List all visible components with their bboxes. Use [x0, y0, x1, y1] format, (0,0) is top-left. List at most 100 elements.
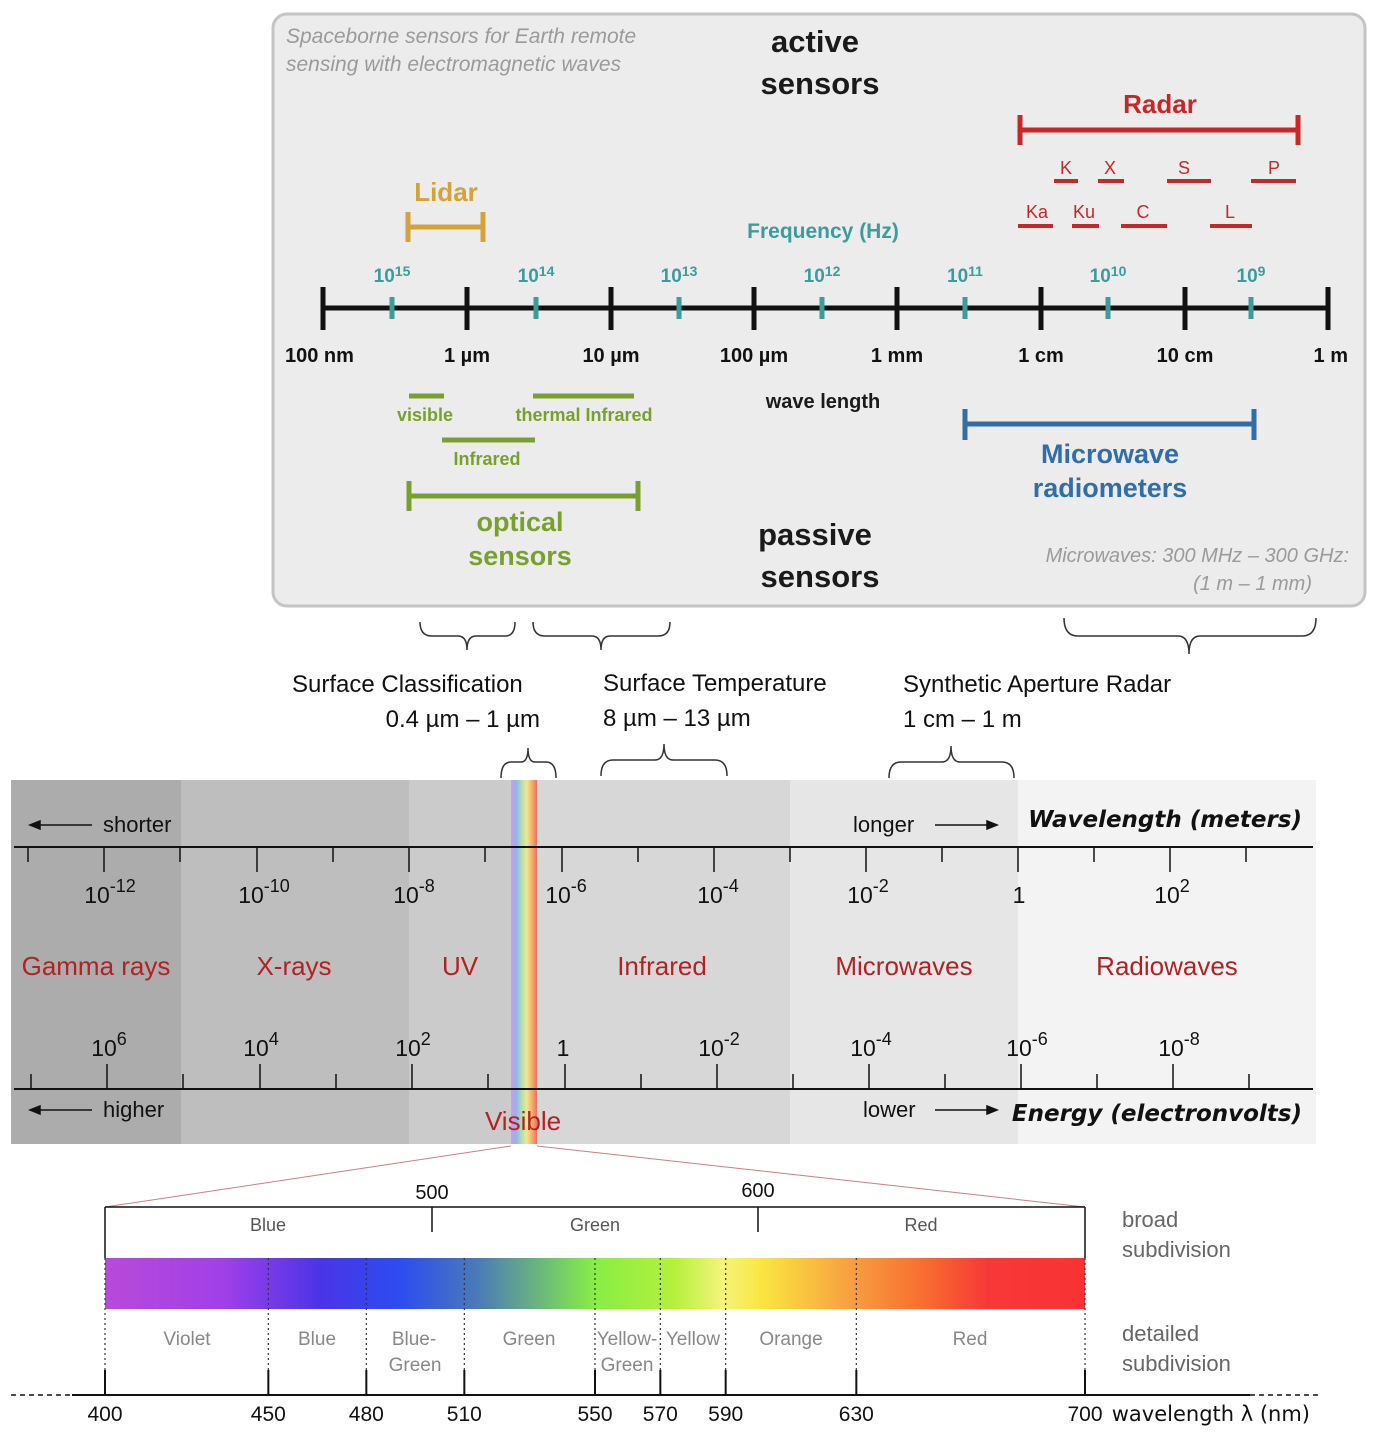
frequency-ticks	[389, 297, 1254, 319]
microwave-radiometers-line2: radiometers	[1033, 473, 1188, 503]
zoom-line-left	[104, 1145, 512, 1208]
em-wavelength-tick-label-exponent: -8	[419, 876, 435, 896]
em-energy-tick-label-exponent: -4	[876, 1029, 892, 1049]
nm-tick-label: 550	[577, 1403, 612, 1426]
detailed-violet: Violet	[163, 1329, 211, 1350]
em-energy-tick-label-exponent: -8	[1184, 1029, 1200, 1049]
broad-frame	[104, 1206, 1086, 1258]
visible-subband-label: visible	[397, 405, 453, 425]
em-wavelength-tick-label-exponent: -4	[723, 876, 739, 896]
energy-axis-label: Energy (electronvolts)	[1012, 1101, 1302, 1127]
microwaves-note-line2: (1 m – 1 mm)	[1193, 573, 1312, 595]
band-label-radiowaves: Radiowaves	[1096, 951, 1238, 981]
wavelength-tick-label: 10 cm	[1157, 345, 1214, 367]
em-energy-tick-label-base: 10	[395, 1035, 421, 1061]
wavelength-tick-label: 100 nm	[285, 345, 354, 367]
top-tick-600: 600	[741, 1180, 774, 1202]
em-energy-tick-label-base: 10	[243, 1035, 269, 1061]
broad-subdivision-line2: subdivision	[1122, 1237, 1231, 1262]
frequency-tick-label: 1010	[1090, 263, 1127, 287]
wavelength-tick-label: 1 m	[1314, 345, 1348, 367]
radar-band-bars	[1018, 179, 1296, 228]
em-spectrum-band: shorter longer higher lower Wavelength (…	[11, 780, 1316, 1144]
band-label-uv: UV	[442, 951, 479, 981]
em-energy-tick-label: 10-4	[850, 1029, 892, 1061]
nm-tick-label: 590	[708, 1403, 743, 1426]
optical-subband-bars	[409, 393, 634, 443]
nm-tick-labels: 400 450 480 510 550 570 590 630 700	[87, 1403, 1102, 1426]
application-range-surface-classification: 0.4 µm – 1 µm	[386, 706, 540, 733]
em-energy-tick-label-base: 1	[557, 1035, 570, 1061]
brace-surface-temperature-top	[532, 621, 671, 651]
frequency-tick-label: 1012	[804, 263, 841, 287]
radar-band-ku: Ku	[1073, 202, 1095, 222]
em-energy-tick-label: 10-6	[1006, 1029, 1048, 1061]
em-energy-tick-label: 10-2	[698, 1029, 740, 1061]
nm-tick-label: 480	[349, 1403, 384, 1426]
broad-green: Green	[570, 1215, 620, 1235]
frequency-tick-base: 10	[1090, 266, 1111, 287]
radar-band-l: L	[1225, 202, 1235, 222]
em-wavelength-tick-labels: 10-12 10-10 10-8 10-6 10-4 10-2 1 102	[84, 876, 1190, 908]
em-energy-tick-label-exponent: -6	[1032, 1029, 1048, 1049]
em-wavelength-tick-label-exponent: -6	[571, 876, 587, 896]
frequency-tick-exponent: 12	[825, 263, 841, 279]
frequency-tick-base: 10	[661, 266, 682, 287]
radar-band-c: C	[1137, 202, 1150, 222]
broad-subdivision-line1: broad	[1122, 1207, 1178, 1232]
band-label-gamma-rays: Gamma rays	[22, 951, 171, 981]
detailed-subdivision-line1: detailed	[1122, 1321, 1199, 1346]
wavelength-tick-label: 1 µm	[444, 345, 490, 367]
nm-tick-label: 400	[87, 1403, 122, 1426]
frequency-tick-label: 1011	[947, 263, 983, 287]
detailed-yellow-green-line2: Green	[601, 1355, 654, 1376]
wavelength-label: wave length	[765, 391, 880, 413]
frequency-tick-base: 10	[518, 266, 539, 287]
application-braces	[419, 617, 1317, 779]
em-energy-tick-label: 102	[395, 1029, 431, 1061]
radar-label: Radar	[1123, 89, 1197, 119]
em-energy-tick-label-exponent: 6	[117, 1029, 127, 1049]
frequency-tick-labels: 1015 1014 1013 1012 1011 1010 109	[374, 263, 1266, 287]
frequency-tick-exponent: 15	[395, 263, 411, 279]
em-energy-tick-label-base: 10	[1006, 1035, 1032, 1061]
panel-caption-line2: sensing with electromagnetic waves	[286, 53, 621, 76]
frequency-tick-label: 1014	[518, 263, 555, 287]
region-x-rays	[181, 780, 409, 1144]
broad-blue: Blue	[250, 1215, 286, 1235]
detailed-yellow: Yellow	[666, 1329, 721, 1350]
panel-caption-line1: Spaceborne sensors for Earth remote	[286, 25, 636, 48]
frequency-label: Frequency (Hz)	[747, 220, 899, 243]
detailed-dividers	[104, 1258, 1086, 1390]
em-energy-tick-labels: 106 104 102 1 10-2 10-4 10-6 10-8	[91, 1029, 1200, 1061]
lidar-label: Lidar	[414, 177, 478, 207]
em-energy-tick-label: 10-8	[1158, 1029, 1200, 1061]
em-energy-tick-label-base: 10	[698, 1035, 724, 1061]
em-energy-tick-label-base: 10	[91, 1035, 117, 1061]
wavelength-tick-labels: 100 nm 1 µm 10 µm 100 µm 1 mm 1 cm 10 cm 1 m	[285, 345, 1348, 367]
em-wavelength-tick-label: 10-2	[847, 876, 889, 908]
radar-band-p: P	[1268, 158, 1280, 178]
region-gamma-rays	[11, 780, 181, 1144]
em-wavelength-tick-label-base: 10	[697, 882, 723, 908]
frequency-tick-exponent: 9	[1258, 263, 1266, 279]
thermal-infrared-label: thermal Infrared	[515, 405, 652, 425]
brace-surface-temperature-bottom	[600, 743, 728, 777]
detailed-green: Green	[503, 1329, 556, 1350]
em-energy-tick-label: 104	[243, 1029, 279, 1061]
em-wavelength-tick-label-base: 10	[1154, 882, 1180, 908]
detailed-yellow-green-line1: Yellow-	[597, 1329, 658, 1350]
radar-band-k: K	[1060, 158, 1072, 178]
wavelength-tick-label: 1 mm	[871, 345, 923, 367]
frequency-tick-exponent: 13	[682, 263, 698, 279]
band-label-x-rays: X-rays	[256, 951, 331, 981]
optical-sensors-line1: optical	[476, 507, 563, 537]
nm-tick-label: 570	[643, 1403, 678, 1426]
lidar-range-bar	[405, 212, 486, 242]
nm-ticks	[104, 1370, 1086, 1395]
longer-arrowhead-icon	[986, 819, 1000, 831]
em-wavelength-tick-label-base: 1	[1013, 882, 1026, 908]
em-wavelength-tick-label-exponent: -12	[110, 876, 136, 896]
region-visible	[511, 780, 537, 1144]
